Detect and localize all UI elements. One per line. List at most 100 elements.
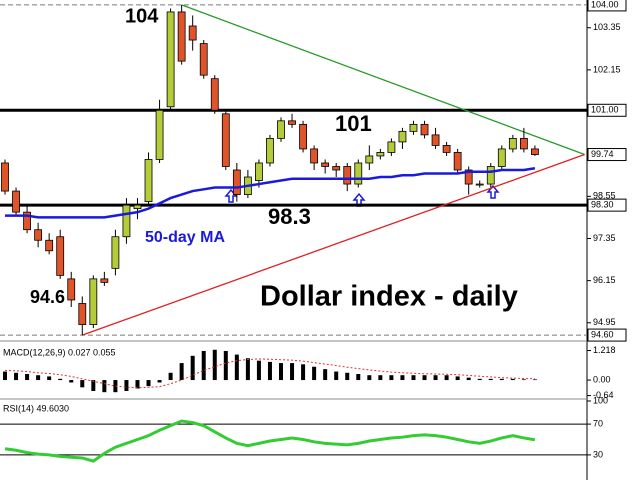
level-label: 104.00 [591,0,619,9]
candle-body [122,204,131,238]
y-tick-label: 96.15 [593,275,616,285]
macd-bar [455,376,460,381]
candle-body [177,11,186,62]
macd-bar [477,378,482,381]
candle-body [299,123,307,150]
macd-bar [47,376,52,381]
candle-body [34,229,43,241]
candle-body [420,123,429,136]
candle-body [144,159,153,203]
macd-bar [323,369,328,381]
macd-bar [179,363,184,381]
y-tick-label: 0.00 [593,374,611,384]
candle-body [464,169,473,185]
candle-body [221,113,230,167]
macd-bar [69,380,74,383]
macd-bar [510,378,515,381]
macd-bar [168,372,173,381]
candle-body [288,120,296,125]
macd-bar [279,363,283,381]
candle-body [442,145,451,153]
macd-bar [444,375,449,381]
candle-body [111,236,120,269]
candle-body [354,162,363,185]
macd-bar [334,371,339,381]
candle-body [332,166,341,171]
macd-bar [36,375,41,381]
candle-body [188,25,197,41]
macd-bar [223,350,228,381]
macd-bar [58,378,63,381]
candle-body [475,183,484,186]
macd-bar [25,374,30,381]
macd-bar [14,372,19,381]
candle-body [321,162,330,167]
candle-body [387,141,396,153]
candle-body [310,148,319,164]
candle-body [199,43,208,76]
candle-body [398,130,407,143]
candle-body [365,155,374,164]
macd-bar [212,349,217,381]
macd-bar [345,372,350,381]
macd-bar [356,374,361,381]
macd-bar [256,360,261,381]
candle-body [133,204,142,210]
level-label: 101.00 [591,105,619,115]
macd-bar [80,380,85,388]
candle-body [155,109,164,160]
candle-body [23,211,31,231]
candle-body [376,152,385,157]
last-price-box [587,148,627,162]
legend-label: 50-day MA [145,229,225,246]
macd-bar [389,375,394,381]
candle-body [508,137,517,150]
level-label: 94.60 [591,329,614,339]
macd-bar [234,354,239,381]
macd-bar [157,380,162,383]
macd-bar [488,378,493,381]
candle-body [486,166,495,185]
macd-bar [91,380,96,391]
y-tick-label: 30 [593,449,603,459]
y-tick-label: 103.35 [593,22,621,32]
annotation: 101 [335,111,372,136]
candle-body [89,278,98,325]
level-label-box [587,198,627,212]
y-tick-label: 94.95 [593,317,616,327]
series-line [4,419,536,463]
candle-body [232,169,241,195]
macd-bar [146,380,151,387]
macd-bar [135,380,140,389]
macd-bar [124,380,129,391]
level-label: 98.30 [591,199,614,209]
annotation: 94.6 [30,287,65,307]
chart-title: Dollar index - daily [260,281,518,313]
candle-body [266,137,274,164]
y-tick-label: 70 [593,418,603,428]
series-line [4,358,535,389]
macd-bar [433,375,438,381]
y-tick-label: -0.64 [593,390,614,400]
candle-body [255,162,263,181]
macd-bar [245,358,250,381]
candle-body [497,148,506,167]
candle-body [431,134,440,146]
y-tick-label: 1.218 [593,345,616,355]
level-label-box [587,0,627,12]
candle-body [453,152,462,171]
macd-bar [267,361,272,381]
up-arrow [352,192,366,207]
macd-bar [411,375,416,381]
y-tick-label: 97.35 [593,233,616,243]
trend-line [181,4,585,156]
macd-bar [113,380,118,393]
y-tick-label: 98.55 [593,191,616,201]
candle-body [1,162,9,192]
candle-body [166,11,175,108]
macd-bar [102,380,107,393]
annotation: 98.3 [268,204,311,229]
candle-body [78,303,87,325]
